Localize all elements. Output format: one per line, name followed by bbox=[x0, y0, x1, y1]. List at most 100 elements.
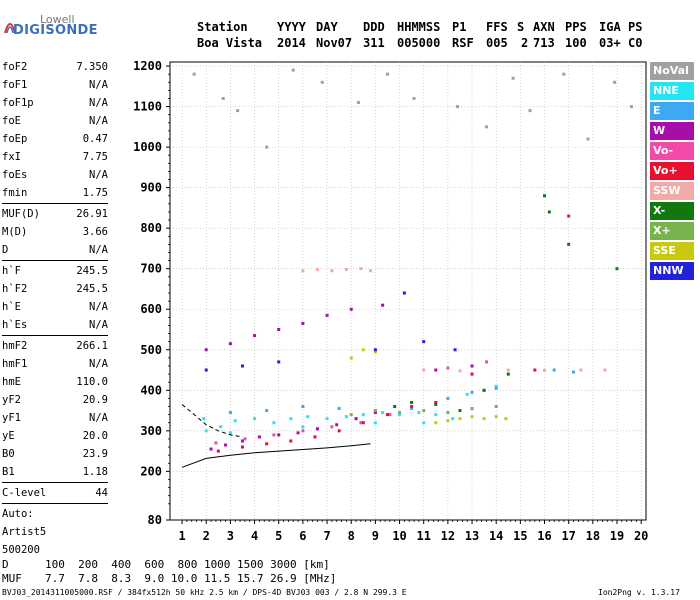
param-row: foF2 7.350 bbox=[2, 58, 108, 76]
data-point bbox=[349, 307, 353, 311]
data-point bbox=[388, 413, 392, 417]
header-label-ps: PS bbox=[628, 20, 643, 34]
y-tick-label: 700 bbox=[140, 262, 162, 276]
logo-top-text: Lowell bbox=[40, 13, 75, 26]
param-name: hmF2 bbox=[2, 340, 28, 352]
data-point bbox=[219, 425, 223, 429]
y-tick-label: 900 bbox=[140, 181, 162, 195]
param-name: foE bbox=[2, 115, 21, 127]
autoscaling-line2: Artist5 bbox=[2, 526, 47, 538]
distance-values: 100 200 400 600 800 1000 1500 3000 [km] bbox=[45, 558, 330, 571]
data-point bbox=[458, 417, 462, 421]
data-point bbox=[253, 334, 257, 338]
header-label-ffs: FFS bbox=[486, 20, 508, 34]
data-point bbox=[393, 405, 397, 409]
param-row: h`Es N/A bbox=[2, 316, 108, 334]
header-value-day: Nov07 bbox=[316, 36, 353, 50]
param-name: foF1 bbox=[2, 79, 28, 91]
data-point bbox=[543, 368, 547, 372]
legend-item-x: X+ bbox=[650, 222, 694, 240]
param-name: foEp bbox=[2, 133, 28, 145]
legend-item-vo: Vo- bbox=[650, 142, 694, 160]
legend-item-w: W bbox=[650, 122, 694, 140]
data-point bbox=[361, 413, 365, 417]
data-point bbox=[422, 421, 426, 425]
x-tick-label: 9 bbox=[372, 529, 379, 543]
param-name: fmin bbox=[2, 187, 28, 199]
param-row: h`F2 245.5 bbox=[2, 280, 108, 298]
data-point bbox=[356, 101, 360, 105]
header-value-ffs: 005 bbox=[486, 36, 508, 50]
data-point bbox=[470, 390, 474, 394]
param-name: foF2 bbox=[2, 61, 28, 73]
param-separator bbox=[2, 335, 108, 336]
data-point bbox=[434, 413, 438, 417]
param-value: N/A bbox=[89, 244, 108, 256]
data-point bbox=[272, 421, 276, 425]
param-separator bbox=[2, 482, 108, 483]
header-label-axn: AXN bbox=[533, 20, 555, 34]
data-point bbox=[458, 409, 462, 413]
param-row: fxI 7.75 bbox=[2, 148, 108, 166]
y-tick-label: 800 bbox=[140, 221, 162, 235]
data-point bbox=[373, 348, 377, 352]
param-name: fxI bbox=[2, 151, 21, 163]
x-tick-label: 20 bbox=[634, 529, 648, 543]
data-point bbox=[240, 445, 244, 449]
data-point bbox=[456, 105, 460, 109]
header-label-day: DAY bbox=[316, 20, 338, 34]
legend-item-x: X- bbox=[650, 202, 694, 220]
data-point bbox=[337, 407, 341, 411]
param-row: D N/A bbox=[2, 241, 108, 259]
data-point bbox=[446, 396, 450, 400]
data-point bbox=[470, 407, 474, 411]
x-tick-label: 6 bbox=[299, 529, 306, 543]
data-point bbox=[470, 415, 474, 419]
param-row: M(D) 3.66 bbox=[2, 223, 108, 241]
data-point bbox=[506, 372, 510, 376]
data-point bbox=[265, 442, 269, 446]
header-value-p1: RSF bbox=[452, 36, 474, 50]
data-point bbox=[306, 415, 310, 419]
x-tick-label: 12 bbox=[441, 529, 455, 543]
data-point bbox=[335, 423, 339, 427]
x-tick-label: 14 bbox=[489, 529, 503, 543]
param-value: N/A bbox=[89, 412, 108, 424]
x-tick-label: 5 bbox=[275, 529, 282, 543]
data-point bbox=[228, 431, 232, 435]
data-point bbox=[410, 407, 414, 411]
footer-file-info: BVJ03_2014311005000.RSF / 384fx512h 50 k… bbox=[2, 588, 407, 597]
header-label-s: S bbox=[517, 20, 525, 34]
data-point bbox=[434, 421, 438, 425]
param-row: hmF1 N/A bbox=[2, 355, 108, 373]
solid-profile-curve bbox=[181, 443, 371, 468]
param-value: 0.47 bbox=[82, 133, 108, 145]
param-value: 7.75 bbox=[82, 151, 108, 163]
header-value-hhmmss: 005000 bbox=[397, 36, 441, 50]
data-point bbox=[458, 369, 462, 373]
data-point bbox=[228, 342, 232, 346]
param-value: 1.18 bbox=[82, 466, 108, 478]
header-value-station: Boa Vista bbox=[197, 36, 263, 50]
param-name: h`F bbox=[2, 265, 21, 277]
param-value: 44 bbox=[95, 487, 108, 499]
param-row: B1 1.18 bbox=[2, 463, 108, 481]
data-point bbox=[482, 388, 486, 392]
data-point bbox=[470, 372, 474, 376]
data-point bbox=[369, 269, 373, 273]
header-label-ddd: DDD bbox=[363, 20, 385, 34]
data-point bbox=[398, 413, 402, 417]
header-value-axn: 713 bbox=[533, 36, 555, 50]
data-point bbox=[572, 370, 576, 374]
param-row: C-level 44 bbox=[2, 484, 108, 502]
data-point bbox=[192, 72, 196, 76]
data-point bbox=[453, 348, 457, 352]
param-name: D bbox=[2, 244, 9, 256]
data-point bbox=[272, 433, 276, 437]
data-point bbox=[381, 303, 385, 307]
param-name: hmE bbox=[2, 376, 21, 388]
data-point bbox=[359, 267, 363, 271]
x-tick-label: 11 bbox=[416, 529, 430, 543]
data-point bbox=[301, 269, 305, 273]
data-point bbox=[330, 425, 334, 429]
